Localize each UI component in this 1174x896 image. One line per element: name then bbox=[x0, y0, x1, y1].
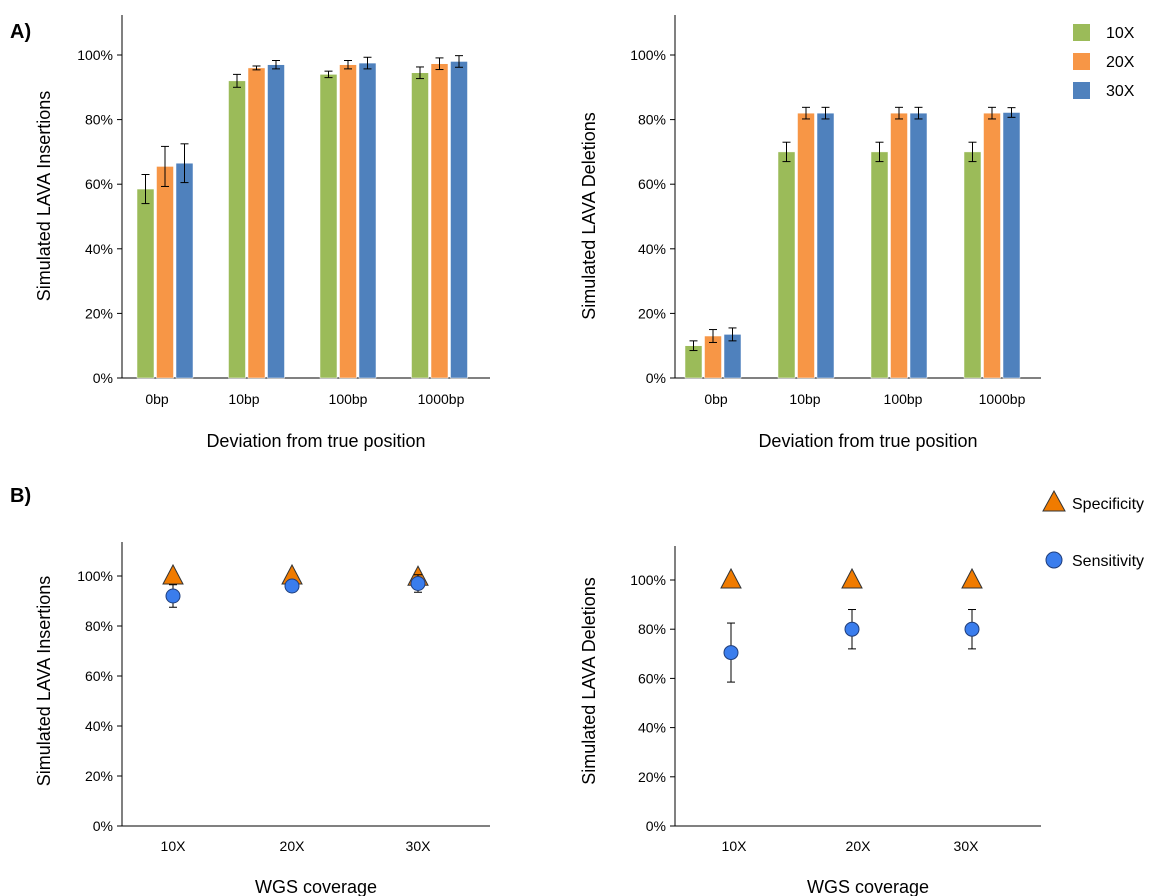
x-tick-label: 10bp bbox=[789, 391, 820, 407]
y-tick-label: 60% bbox=[638, 176, 666, 192]
y-tick-label: 40% bbox=[638, 241, 666, 257]
bar bbox=[963, 151, 982, 379]
bar bbox=[430, 63, 449, 379]
y-tick-label: 20% bbox=[638, 769, 666, 785]
x-axis-title: Deviation from true position bbox=[758, 431, 977, 451]
bar bbox=[411, 72, 429, 379]
bar bbox=[339, 64, 357, 379]
bar bbox=[136, 188, 155, 379]
specificity-point bbox=[841, 567, 863, 589]
sensitivity-point bbox=[964, 621, 980, 637]
y-tick-label: 80% bbox=[85, 112, 113, 128]
bar bbox=[228, 80, 246, 379]
y-tick-label: 20% bbox=[638, 305, 666, 321]
y-tick-label: 20% bbox=[85, 768, 113, 784]
y-tick-label: 80% bbox=[85, 618, 113, 634]
bar bbox=[319, 74, 338, 379]
y-axis-title: Simulated LAVA Deletions bbox=[579, 577, 599, 784]
sensitivity-point bbox=[284, 578, 300, 594]
bar bbox=[267, 64, 285, 379]
legend-swatch bbox=[1073, 24, 1090, 41]
legend-swatch bbox=[1073, 53, 1090, 70]
y-tick-label: 100% bbox=[630, 572, 666, 588]
legend-triangle-icon bbox=[1042, 489, 1066, 512]
x-tick-label: 1000bp bbox=[418, 391, 465, 407]
y-tick-label: 0% bbox=[93, 370, 113, 386]
sensitivity-point bbox=[844, 621, 860, 637]
y-axis-title: Simulated LAVA Deletions bbox=[579, 112, 599, 319]
x-tick-label: 100bp bbox=[884, 391, 923, 407]
chart-2: 0% 20% 40% 60% 80% 100% 0bp 10bp 100bp 1000bp Devi… bbox=[579, 15, 1041, 451]
x-tick-label: 0bp bbox=[704, 391, 728, 407]
y-tick-label: 0% bbox=[646, 818, 666, 834]
chart-4: 0% 20% 40% 60% 80% 100% 10X 20X 30X WGS coverage S… bbox=[579, 546, 1041, 896]
panel-label-b: B) bbox=[10, 485, 31, 507]
specificity-point bbox=[961, 567, 983, 589]
chart-3: 0% 20% 40% 60% 80% 100% 10X 20X 30X WGS coverage S… bbox=[34, 542, 490, 896]
x-tick-label: 0bp bbox=[145, 391, 169, 407]
y-tick-label: 40% bbox=[85, 241, 113, 257]
sensitivity-point bbox=[410, 576, 426, 591]
y-tick-label: 100% bbox=[77, 47, 113, 63]
y-tick-label: 80% bbox=[638, 112, 666, 128]
bar bbox=[797, 112, 815, 379]
x-tick-label: 20X bbox=[846, 838, 872, 854]
x-tick-label: 30X bbox=[954, 838, 980, 854]
x-tick-label: 10bp bbox=[228, 391, 259, 407]
legend-swatch bbox=[1073, 82, 1090, 99]
y-tick-label: 60% bbox=[85, 176, 113, 192]
legend-coverage: 10X 20X 30X bbox=[1073, 24, 1135, 100]
bar bbox=[870, 151, 889, 379]
x-tick-label: 30X bbox=[406, 838, 432, 854]
legend-metrics: Specificity Sensitivity bbox=[1042, 489, 1144, 570]
sensitivity-point bbox=[165, 588, 181, 604]
x-tick-label: 100bp bbox=[329, 391, 368, 407]
bar bbox=[890, 112, 908, 379]
y-axis-title: Simulated LAVA Insertions bbox=[34, 576, 54, 786]
y-tick-label: 80% bbox=[638, 621, 666, 637]
bar bbox=[156, 166, 174, 379]
y-tick-label: 0% bbox=[93, 818, 113, 834]
x-tick-label: 20X bbox=[280, 838, 306, 854]
panel-label-a: A) bbox=[10, 21, 31, 43]
bar bbox=[983, 112, 1001, 379]
bar bbox=[450, 61, 468, 379]
y-tick-label: 60% bbox=[85, 668, 113, 684]
legend-label: 30X bbox=[1106, 83, 1135, 100]
bar bbox=[175, 162, 194, 379]
y-tick-label: 0% bbox=[646, 370, 666, 386]
specificity-point bbox=[162, 563, 184, 585]
bar bbox=[909, 112, 928, 379]
bar bbox=[777, 151, 796, 379]
y-tick-label: 40% bbox=[638, 720, 666, 736]
x-axis-title: WGS coverage bbox=[807, 877, 929, 896]
legend-label: Sensitivity bbox=[1072, 553, 1144, 570]
legend-circle-icon bbox=[1045, 551, 1063, 569]
x-axis-title: Deviation from true position bbox=[206, 431, 425, 451]
x-axis-title: WGS coverage bbox=[255, 877, 377, 896]
sensitivity-point bbox=[723, 645, 739, 661]
x-tick-label: 1000bp bbox=[979, 391, 1026, 407]
legend-label: 10X bbox=[1106, 25, 1135, 42]
legend-label: 20X bbox=[1106, 54, 1135, 71]
bar bbox=[358, 62, 377, 379]
y-tick-label: 20% bbox=[85, 305, 113, 321]
y-tick-label: 100% bbox=[77, 568, 113, 584]
chart-1: 0% 20% 40% 60% 80% 100% 0bp 10bp 100bp 1000bp Devi… bbox=[34, 15, 490, 451]
bar bbox=[247, 67, 266, 379]
x-tick-label: 10X bbox=[161, 838, 187, 854]
bar bbox=[1002, 112, 1021, 379]
y-tick-label: 40% bbox=[85, 718, 113, 734]
y-axis-title: Simulated LAVA Insertions bbox=[34, 91, 54, 301]
y-tick-label: 60% bbox=[638, 670, 666, 686]
legend-label: Specificity bbox=[1072, 496, 1144, 513]
y-tick-label: 100% bbox=[630, 47, 666, 63]
x-tick-label: 10X bbox=[722, 838, 748, 854]
bar bbox=[816, 112, 835, 379]
specificity-point bbox=[720, 567, 742, 589]
